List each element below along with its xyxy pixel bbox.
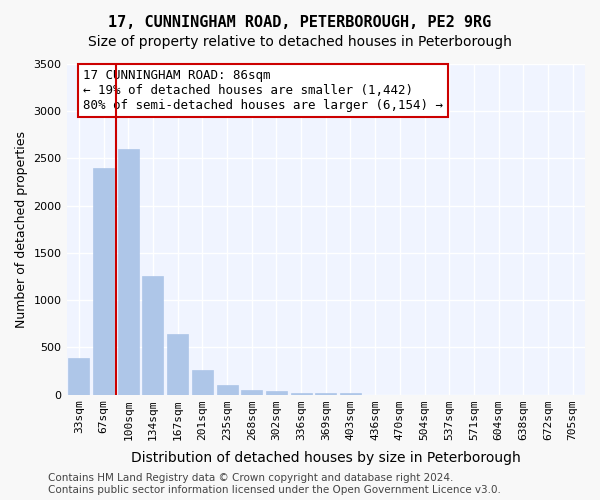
Text: 17 CUNNINGHAM ROAD: 86sqm
← 19% of detached houses are smaller (1,442)
80% of se: 17 CUNNINGHAM ROAD: 86sqm ← 19% of detac… — [83, 68, 443, 112]
Bar — [340, 392, 361, 394]
Text: Size of property relative to detached houses in Peterborough: Size of property relative to detached ho… — [88, 35, 512, 49]
Bar — [315, 392, 336, 394]
Bar — [266, 391, 287, 394]
Bar — [290, 392, 311, 394]
Y-axis label: Number of detached properties: Number of detached properties — [15, 131, 28, 328]
Bar — [217, 385, 238, 394]
Bar — [192, 370, 213, 394]
Bar — [241, 390, 262, 394]
Bar — [167, 334, 188, 394]
Bar — [93, 168, 114, 394]
X-axis label: Distribution of detached houses by size in Peterborough: Distribution of detached houses by size … — [131, 451, 521, 465]
Bar — [118, 149, 139, 394]
Text: Contains HM Land Registry data © Crown copyright and database right 2024.
Contai: Contains HM Land Registry data © Crown c… — [48, 474, 501, 495]
Bar — [68, 358, 89, 395]
Text: 17, CUNNINGHAM ROAD, PETERBOROUGH, PE2 9RG: 17, CUNNINGHAM ROAD, PETERBOROUGH, PE2 9… — [109, 15, 491, 30]
Bar — [142, 276, 163, 394]
